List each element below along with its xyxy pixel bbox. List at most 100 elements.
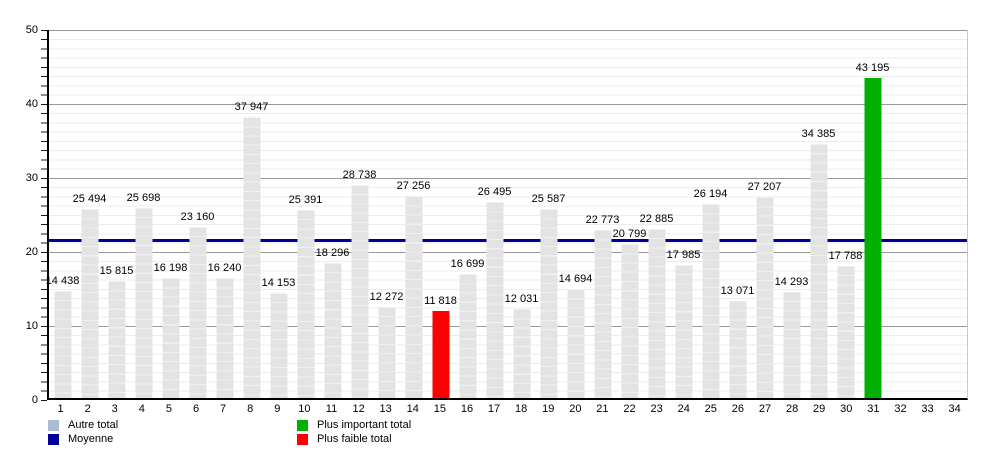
legend-item-moyenne: Moyenne (48, 433, 113, 445)
category-slot: 14 293 (775, 30, 808, 398)
x-tick-label: 31 (867, 403, 880, 415)
x-tick-label: 28 (785, 403, 799, 415)
bar-value-label: 16 699 (450, 258, 485, 271)
bar (486, 201, 503, 398)
category-slot: 34 385 (802, 30, 835, 398)
category-slot: 28 738 (343, 30, 376, 398)
x-tick-label: 33 (921, 403, 934, 415)
bar (270, 293, 287, 398)
bar (405, 196, 422, 398)
bar (675, 264, 692, 398)
bar-value-label: 27 256 (396, 180, 431, 193)
x-tick-label: 24 (677, 403, 690, 415)
y-tick-label: 40 (25, 98, 38, 110)
category-slot: 14 438 (46, 30, 79, 398)
bar (135, 207, 152, 398)
x-tick-label: 17 (487, 403, 501, 415)
bar (513, 309, 530, 398)
bar-value-label: 14 153 (261, 277, 296, 290)
x-tick-label: 20 (569, 403, 582, 415)
x-tick-label: 21 (596, 403, 609, 415)
category-slot: 25 494 (73, 30, 106, 398)
y-tick-label: 30 (25, 172, 38, 184)
bar (621, 244, 638, 398)
x-tick-label: 29 (813, 403, 826, 415)
bar (459, 274, 476, 398)
x-tick-label: 25 (704, 403, 717, 415)
category-slot: 27 256 (397, 30, 430, 398)
x-axis-labels: 1 2 3 4 5 6 7 8 9 10 11 12 13 14 15 16 17 18 19 20 21 22 23 24 2… (47, 403, 968, 415)
bar-value-label: 17 985 (666, 248, 701, 261)
x-tick-label: 10 (298, 403, 311, 415)
x-tick-label: 18 (515, 403, 528, 415)
bar-value-label: 17 788 (828, 250, 863, 263)
category-slot: 17 788 (829, 30, 862, 398)
bar-value-label: 27 207 (747, 180, 782, 193)
bar-value-label: 23 160 (180, 210, 215, 223)
category-slot: 17 985 (667, 30, 700, 398)
category-slot (913, 30, 940, 398)
bar-value-label: 25 698 (126, 191, 161, 204)
legend-label: Moyenne (68, 433, 114, 445)
bar (378, 307, 395, 398)
bar-value-label: 11 818 (424, 294, 457, 307)
x-tick-label: 23 (650, 403, 663, 415)
category-slot: 20 799 (613, 30, 646, 398)
x-tick-label: 27 (758, 403, 772, 415)
bar-value-label: 28 738 (342, 169, 377, 182)
x-tick-label: 22 (623, 403, 636, 415)
category-slot: 25 587 (532, 30, 565, 398)
bar-value-label: 14 293 (774, 276, 809, 289)
bar (594, 229, 611, 398)
bar (756, 196, 773, 398)
category-slot: 14 694 (559, 30, 592, 398)
major-gridline (49, 104, 967, 105)
bar (729, 301, 746, 398)
x-tick-label: 26 (731, 403, 745, 415)
x-tick-label: 3 (111, 403, 118, 415)
x-tick-label: 6 (192, 403, 200, 415)
y-tick-label: 50 (25, 24, 38, 36)
bar (243, 117, 260, 398)
x-tick-label: 1 (57, 403, 64, 415)
y-axis-ticks (41, 30, 47, 401)
legend-swatch-plus-important (297, 419, 308, 431)
bar-value-label: 22 885 (639, 212, 674, 225)
bar (81, 209, 98, 398)
category-slot: 13 071 (721, 30, 754, 398)
bar (810, 143, 827, 398)
bar-value-label: 15 815 (99, 265, 134, 277)
category-slot: 18 296 (316, 30, 349, 398)
bar (54, 291, 71, 398)
legend-item-autre-total: Autre total (48, 419, 118, 431)
category-slot: 26 495 (478, 30, 511, 398)
major-gridline (49, 326, 967, 327)
bar (297, 210, 314, 398)
legend-label: Plus faible total (317, 433, 392, 445)
bar-value-label: 26 194 (693, 188, 728, 201)
bar-value-label: 16 240 (207, 261, 242, 274)
category-slot: 22 773 (586, 30, 619, 398)
category-slot: 37 947 (235, 30, 268, 398)
bar-value-label: 25 494 (72, 193, 107, 206)
x-tick-label: 9 (274, 403, 281, 415)
category-slot: 23 160 (181, 30, 214, 398)
bar (837, 266, 854, 398)
legend-swatch-autre-total (48, 419, 59, 431)
x-tick-label: 7 (220, 403, 227, 415)
bar (189, 226, 206, 398)
x-tick-label: 34 (948, 403, 961, 415)
legend-item-plus-faible: Plus faible total (297, 433, 392, 445)
category-slot: 14 153 (262, 30, 295, 398)
category-slot: 15 815 (100, 30, 133, 398)
category-slot: 43 195 (856, 30, 889, 398)
bar (351, 185, 368, 398)
bar-value-label: 43 195 (855, 62, 890, 75)
x-tick-label: 32 (894, 403, 907, 415)
legend-label: Autre total (68, 419, 119, 431)
category-slot: 16 699 (451, 30, 484, 398)
bar-value-label: 34 385 (801, 127, 836, 140)
category-slot: 27 207 (748, 30, 781, 398)
x-tick-label: 4 (138, 403, 145, 415)
